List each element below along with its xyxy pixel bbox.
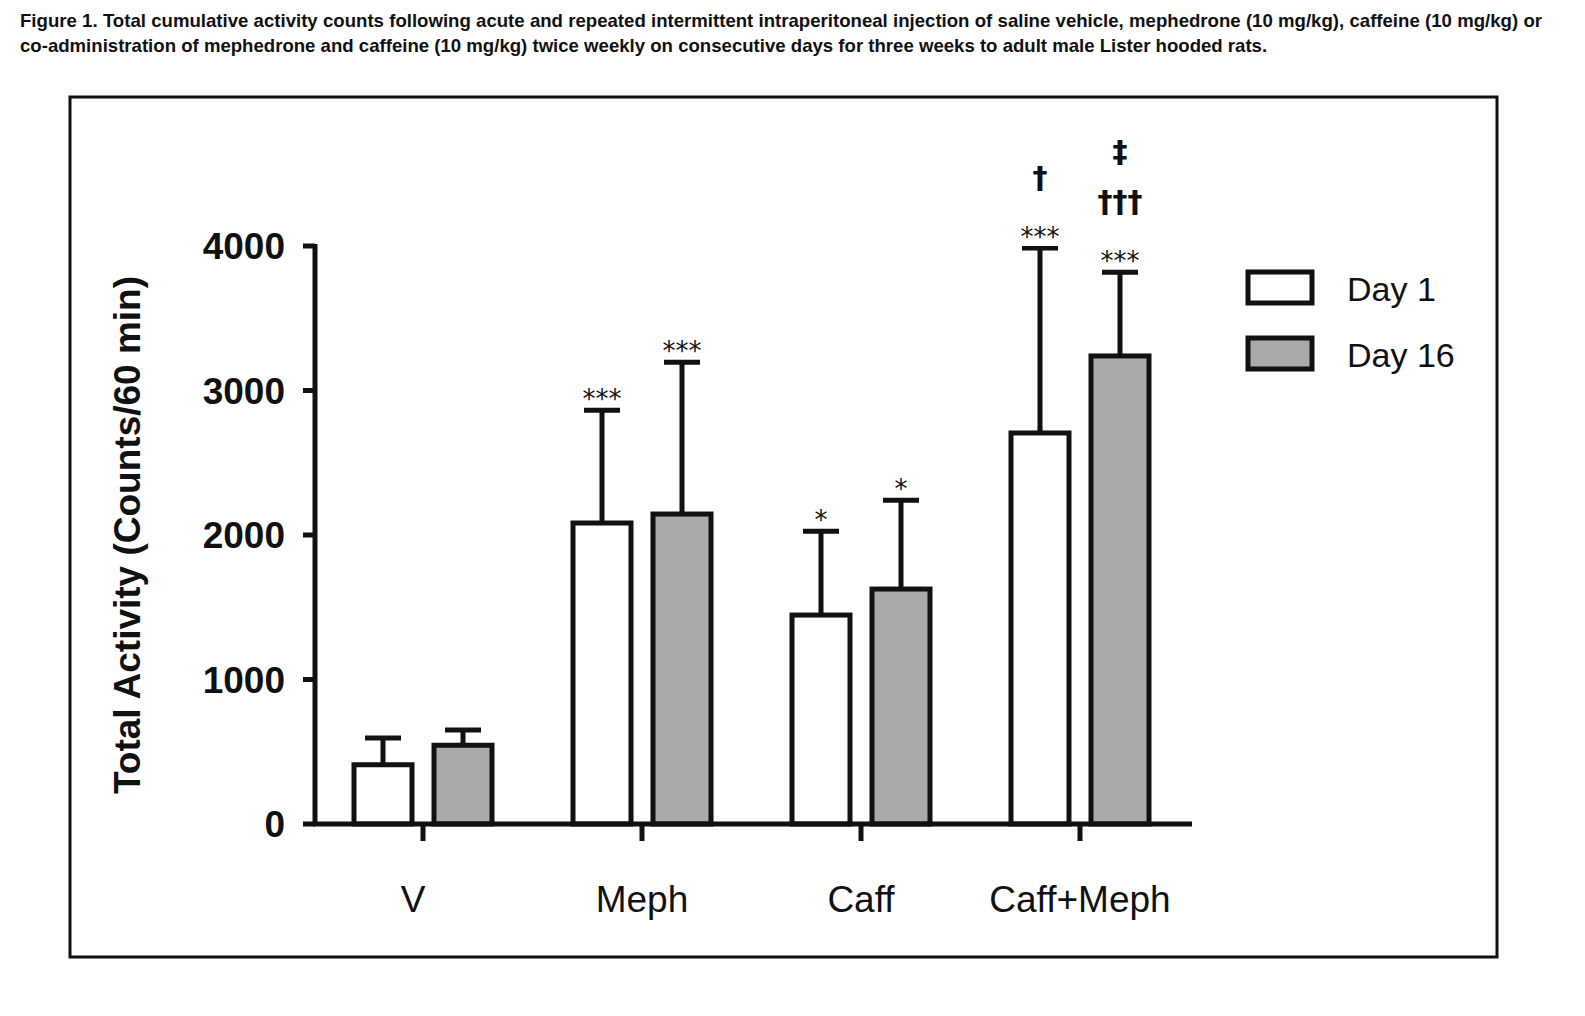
- bar: [354, 765, 412, 824]
- chart: *******†*******†††‡01000200030004000VMep…: [0, 0, 1585, 1016]
- significance-label: ***: [663, 336, 702, 366]
- x-tick-label: V: [401, 879, 426, 920]
- error-bar: [1022, 248, 1058, 433]
- y-tick: [303, 388, 315, 393]
- bar: [792, 615, 850, 824]
- y-tick: [303, 677, 315, 682]
- error-stem: [680, 362, 685, 514]
- y-tick-label: 1000: [203, 660, 285, 701]
- y-tick: [303, 244, 315, 249]
- x-tick: [421, 824, 426, 841]
- bar: [872, 589, 930, 824]
- y-tick-label: 2000: [203, 515, 285, 556]
- bar: [573, 523, 631, 824]
- caption: Figure 1. Total cumulative activity coun…: [20, 8, 1542, 58]
- error-bar: [664, 362, 700, 514]
- x-tick: [640, 824, 645, 841]
- x-tick-label: Caff+Meph: [989, 879, 1170, 920]
- x-tick-label: Meph: [596, 879, 689, 920]
- bar: [1091, 356, 1149, 824]
- y-tick-label: 4000: [203, 226, 285, 267]
- x-tick: [859, 824, 864, 841]
- error-bar: [1102, 272, 1138, 356]
- significance-label: *: [895, 474, 908, 504]
- error-stem: [819, 531, 824, 615]
- error-bar: [584, 410, 620, 523]
- bar: [653, 514, 711, 824]
- x-tick: [1078, 824, 1083, 841]
- error-stem: [381, 738, 386, 765]
- error-cap: [445, 728, 481, 733]
- significance-label: †††: [1098, 184, 1143, 219]
- frame: [70, 97, 1497, 957]
- y-axis-label: Total Activity (Counts/60 min): [107, 276, 148, 794]
- bar: [1011, 433, 1069, 824]
- error-bar: [883, 500, 919, 589]
- error-cap: [365, 736, 401, 741]
- error-bar: [803, 531, 839, 615]
- error-bar: [365, 738, 401, 765]
- y-tick: [303, 533, 315, 538]
- significance-label: *: [815, 505, 828, 535]
- significance-label: ‡: [1113, 134, 1128, 169]
- error-stem: [600, 410, 605, 523]
- legend-swatch: [1248, 338, 1312, 369]
- legend-label: Day 16: [1347, 336, 1455, 374]
- error-stem: [899, 500, 904, 589]
- x-axis: [313, 822, 1192, 827]
- significance-label: ***: [1101, 246, 1140, 276]
- legend-label: Day 1: [1347, 270, 1436, 308]
- significance-label: †: [1033, 160, 1048, 195]
- y-tick-label: 3000: [203, 371, 285, 412]
- plot-marks: [354, 248, 1149, 824]
- y-tick: [303, 822, 315, 827]
- significance-label: ***: [583, 384, 622, 414]
- error-stem: [1038, 248, 1043, 433]
- bar: [434, 745, 492, 824]
- legend-swatch: [1248, 272, 1312, 303]
- error-stem: [1118, 272, 1123, 356]
- significance-label: ***: [1021, 222, 1060, 252]
- y-tick-label: 0: [264, 804, 285, 845]
- x-tick-label: Caff: [827, 879, 895, 920]
